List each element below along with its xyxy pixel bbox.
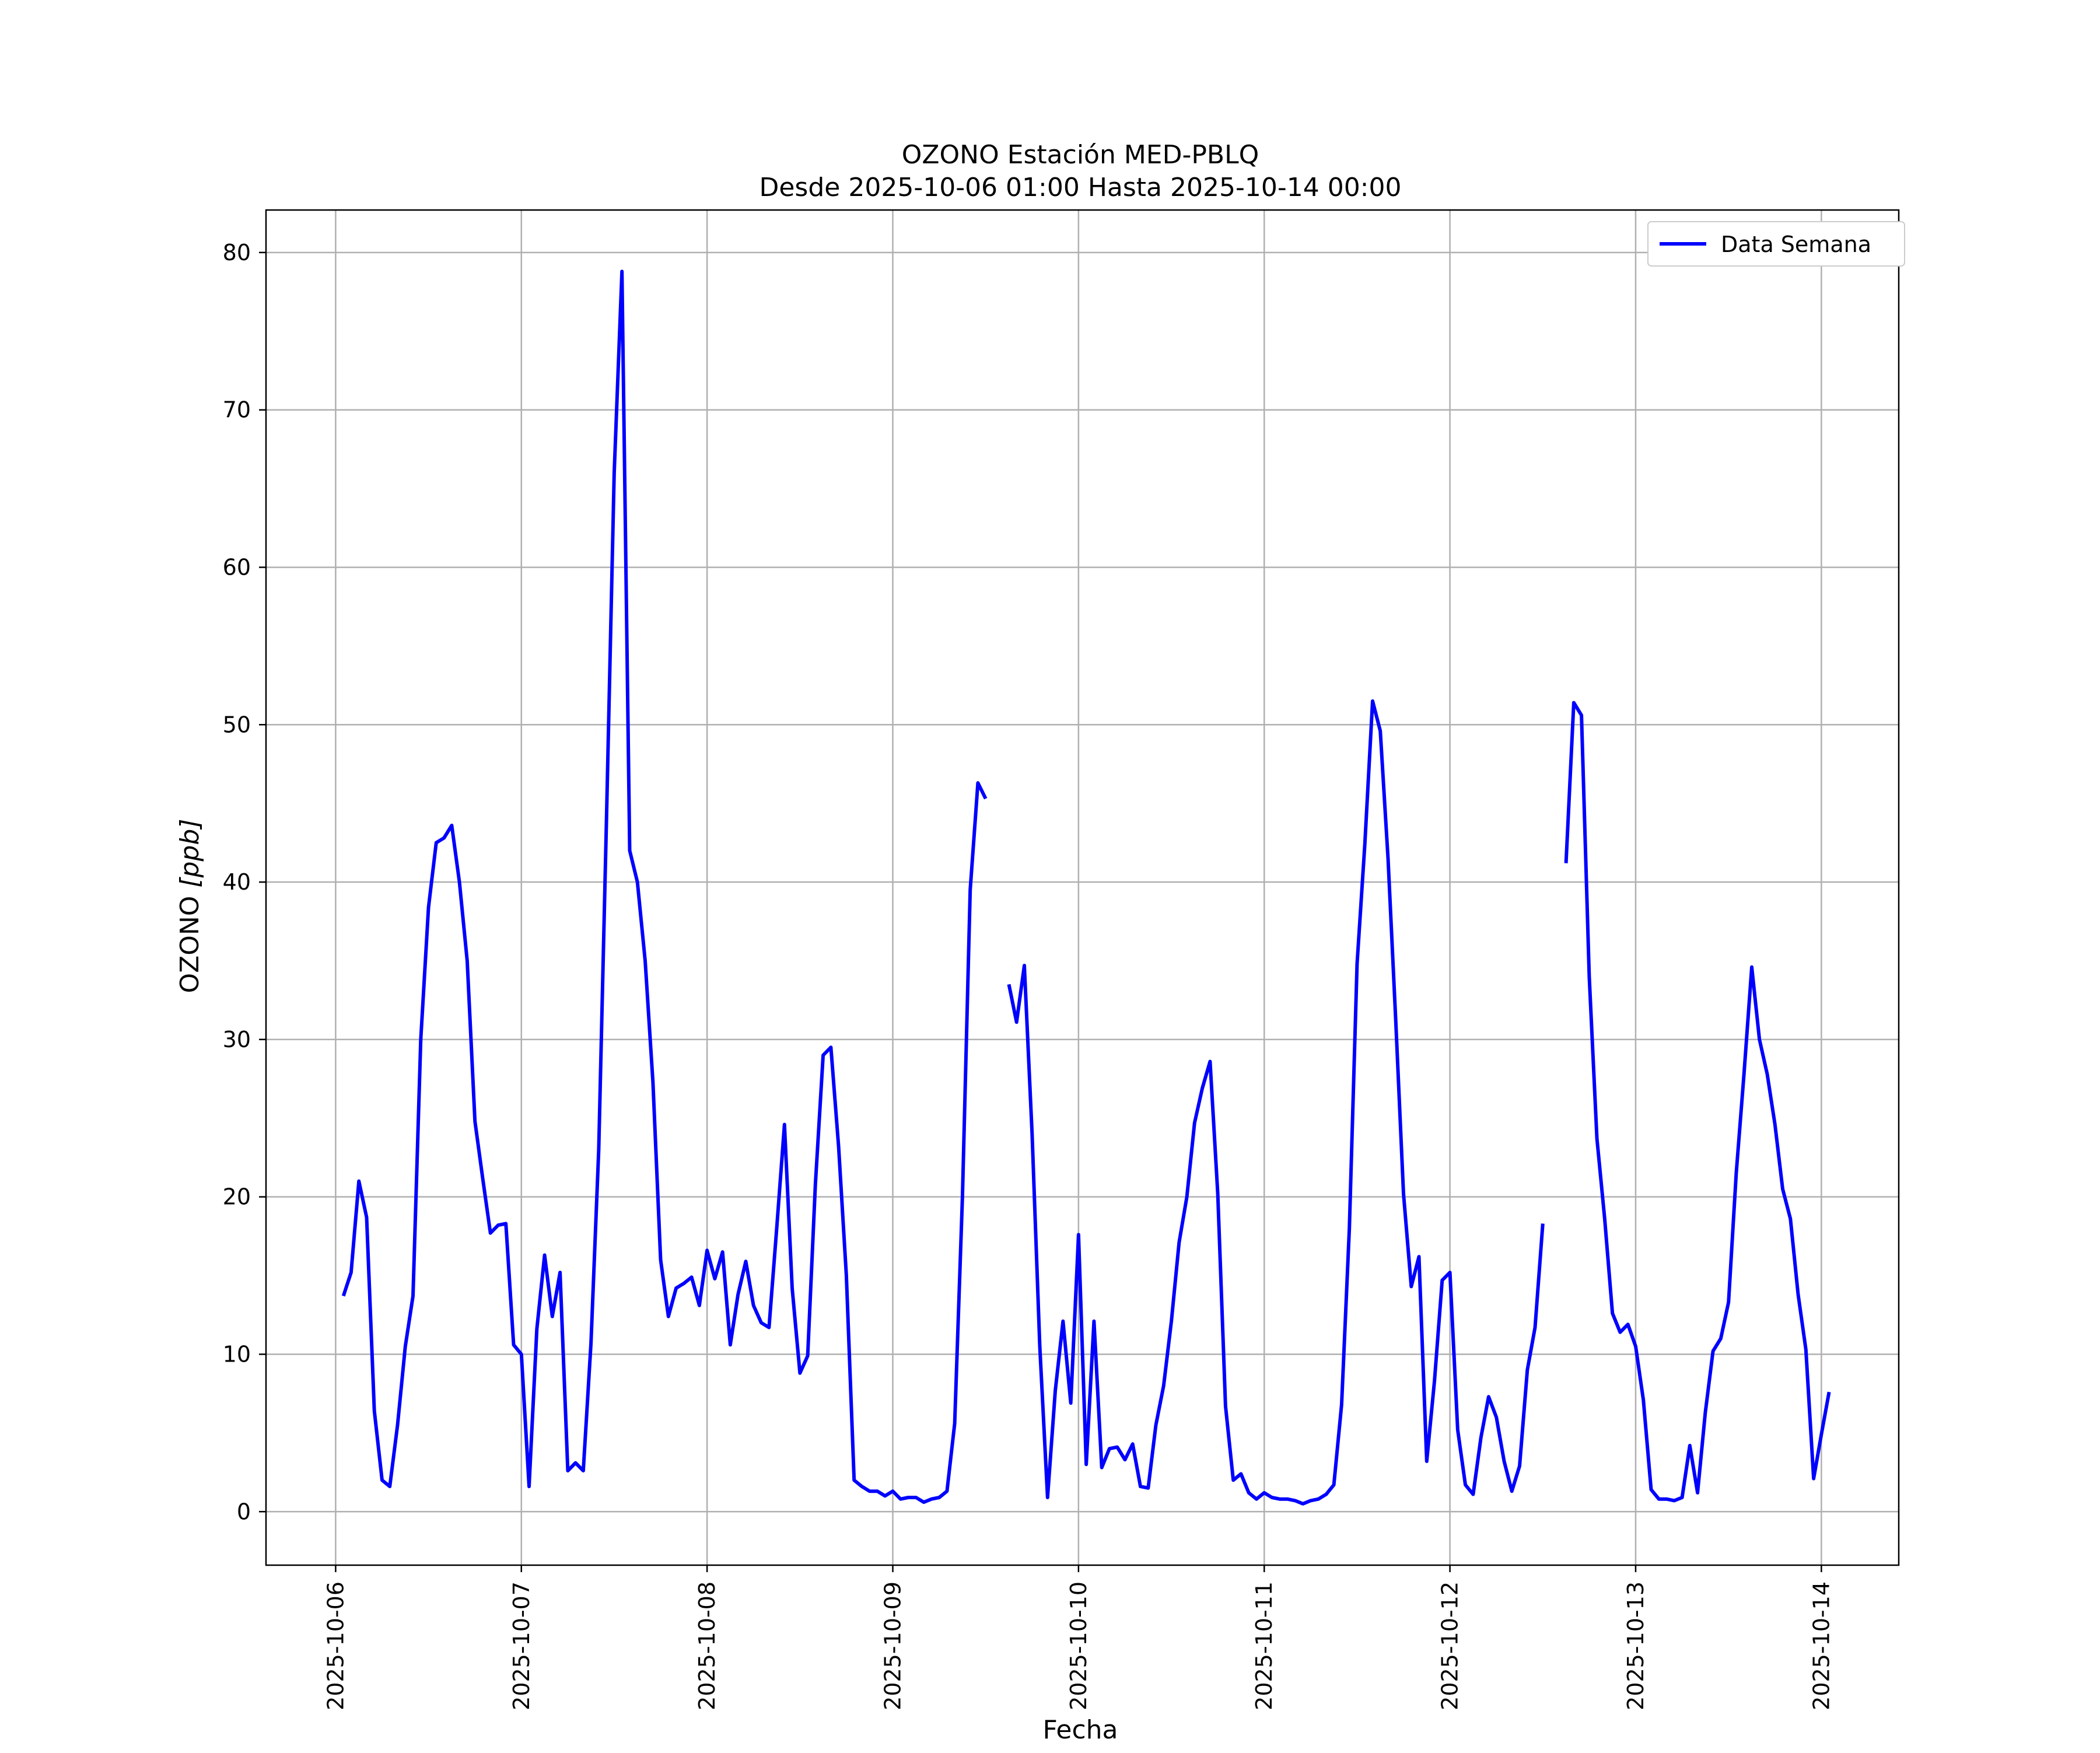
y-tick-label: 40 bbox=[223, 869, 251, 895]
x-tick-label: 2025-10-10 bbox=[1066, 1581, 1091, 1710]
legend-entry-data-semana: Data Semana bbox=[1721, 232, 1871, 257]
x-tick-label: 2025-10-12 bbox=[1437, 1581, 1463, 1710]
y-tick-label: 0 bbox=[237, 1499, 251, 1524]
x-tick-label: 2025-10-14 bbox=[1808, 1581, 1834, 1710]
x-tick-label: 2025-10-08 bbox=[694, 1581, 720, 1710]
y-tick-label: 70 bbox=[223, 397, 251, 423]
y-tick-label: 30 bbox=[223, 1027, 251, 1052]
chart-title: OZONO Estación MED-PBLQ bbox=[902, 140, 1259, 170]
x-tick-label: 2025-10-09 bbox=[880, 1581, 905, 1710]
legend-box bbox=[1647, 221, 1905, 267]
x-tick-label: 2025-10-06 bbox=[323, 1581, 348, 1710]
chart-subtitle: Desde 2025-10-06 01:00 Hasta 2025-10-14 … bbox=[759, 173, 1401, 202]
y-axis-label-unit: [ppb] bbox=[175, 818, 205, 887]
y-tick-label: 50 bbox=[223, 712, 251, 737]
y-axis-label-text: OZONO bbox=[175, 888, 205, 993]
y-tick-label: 20 bbox=[223, 1184, 251, 1210]
x-tick-label: 2025-10-07 bbox=[509, 1581, 534, 1710]
y-axis-label: OZONO [ppb] bbox=[175, 818, 205, 993]
y-tick-label: 60 bbox=[223, 554, 251, 580]
y-tick-label: 80 bbox=[223, 240, 251, 265]
x-tick-label: 2025-10-13 bbox=[1623, 1581, 1648, 1710]
plot-area-frame bbox=[265, 209, 1900, 1566]
x-tick-label: 2025-10-11 bbox=[1251, 1581, 1277, 1710]
series-line-data-semana bbox=[341, 270, 1831, 1506]
y-tick-label: 10 bbox=[223, 1341, 251, 1367]
legend: Data Semana bbox=[1647, 221, 1905, 267]
ticks: 2025-10-06 2025-10-07 2025-10-08 2025-10-09… bbox=[223, 240, 1835, 1710]
series-layer bbox=[341, 270, 1831, 1506]
x-axis-label: Fecha bbox=[1042, 1715, 1118, 1745]
